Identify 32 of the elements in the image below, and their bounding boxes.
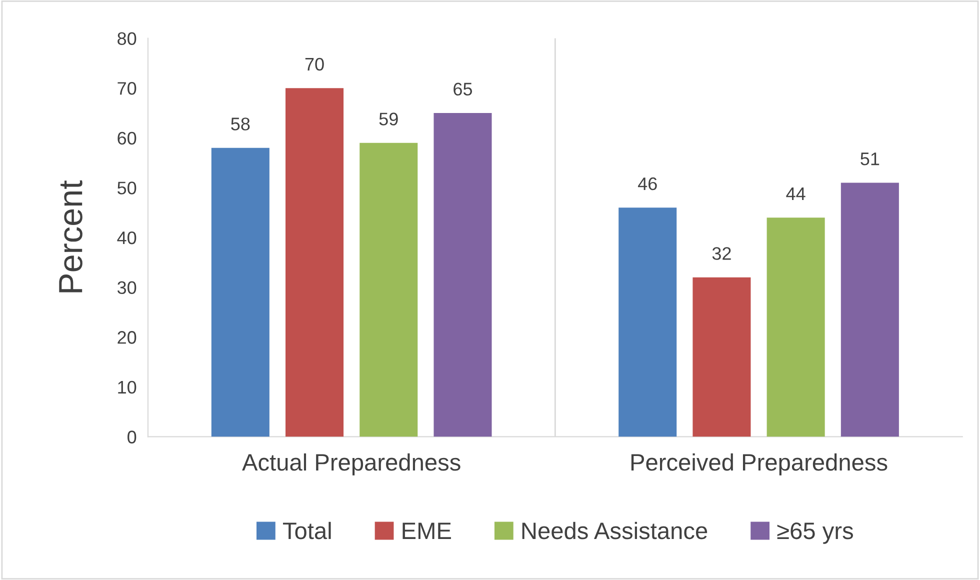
data-label: 65 bbox=[454, 82, 472, 96]
y-tick-label: 60 bbox=[118, 132, 136, 145]
bar bbox=[618, 208, 677, 437]
y-tick-label: 50 bbox=[118, 182, 136, 194]
legend-label: ≥65 yrs bbox=[777, 522, 853, 544]
y-tick-label: 10 bbox=[118, 380, 136, 394]
y-axis-title: Percent bbox=[59, 180, 82, 292]
legend-label: Needs Assistance bbox=[522, 522, 708, 540]
bar bbox=[286, 88, 344, 437]
bar bbox=[434, 112, 492, 437]
x-tick-label: Actual Preparedness bbox=[242, 453, 460, 476]
bar bbox=[766, 218, 825, 437]
data-label: 58 bbox=[231, 118, 250, 130]
x-tick-label: Perceived Preparedness bbox=[631, 453, 888, 476]
data-label: 44 bbox=[786, 188, 806, 200]
bar bbox=[692, 277, 751, 437]
legend-label: Total bbox=[283, 522, 331, 540]
data-label: 46 bbox=[638, 177, 657, 190]
data-label: 51 bbox=[860, 152, 880, 166]
y-tick-label: 70 bbox=[118, 82, 136, 95]
y-tick-label: 0 bbox=[128, 430, 136, 444]
data-label: 59 bbox=[379, 112, 398, 126]
legend-label: EME bbox=[402, 522, 451, 539]
bar bbox=[211, 148, 270, 437]
data-label: 70 bbox=[305, 58, 324, 71]
y-tick-label: 30 bbox=[117, 281, 136, 294]
data-label: 32 bbox=[712, 247, 731, 260]
bar bbox=[840, 182, 899, 437]
y-tick-label: 40 bbox=[117, 231, 136, 244]
bar bbox=[360, 142, 418, 437]
y-tick-label: 80 bbox=[118, 32, 136, 45]
y-tick-label: 20 bbox=[118, 331, 136, 344]
